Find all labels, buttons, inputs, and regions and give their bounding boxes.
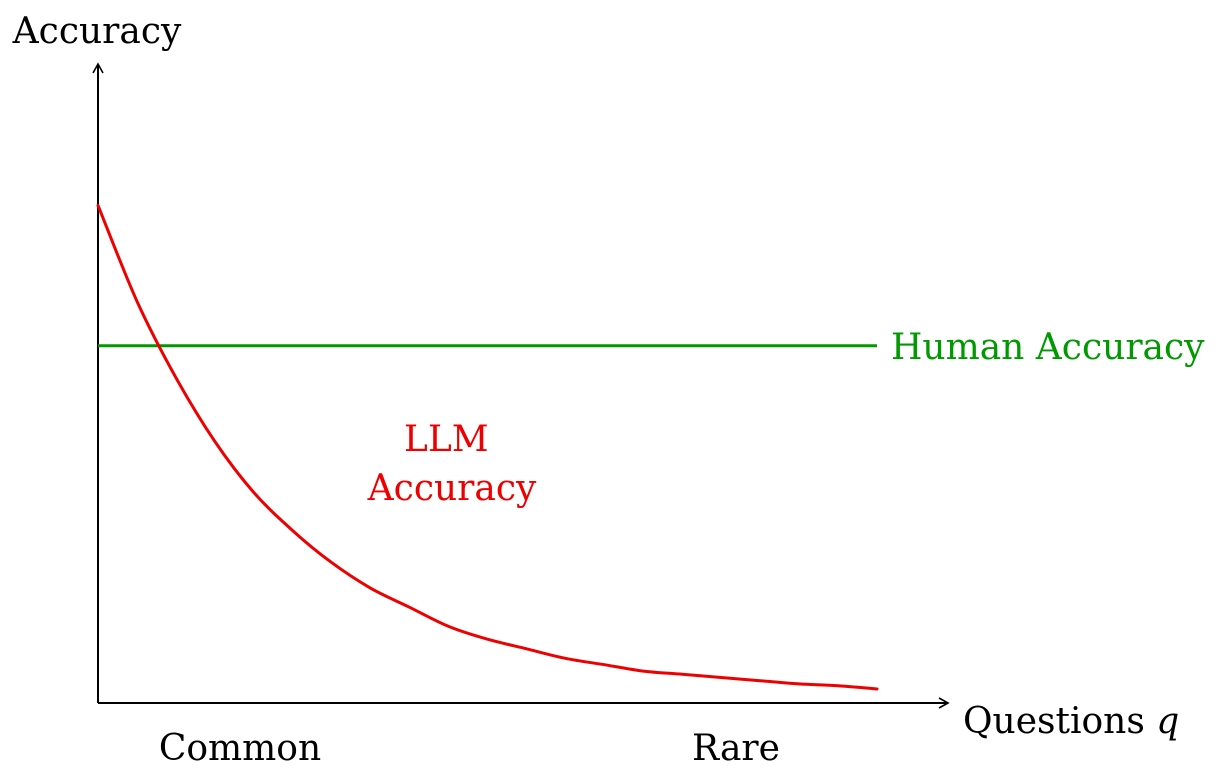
llm-accuracy-curve: [96, 203, 879, 691]
llm-accuracy-label: LLM Accuracy: [367, 419, 537, 509]
llm-accuracy-label-line-2: Accuracy: [367, 468, 537, 509]
x-axis-label-var: q: [1156, 701, 1179, 742]
x-tick-label-rare: Rare: [692, 728, 780, 769]
y-axis-label: Accuracy: [12, 11, 182, 52]
x-axis-label-text: Questions: [963, 701, 1156, 742]
x-axis-label: Questions q: [963, 701, 1179, 742]
llm-accuracy-label-line-1: LLM: [404, 419, 489, 460]
human-accuracy-label: Human Accuracy: [891, 327, 1205, 368]
x-tick-label-common: Common: [159, 728, 321, 769]
